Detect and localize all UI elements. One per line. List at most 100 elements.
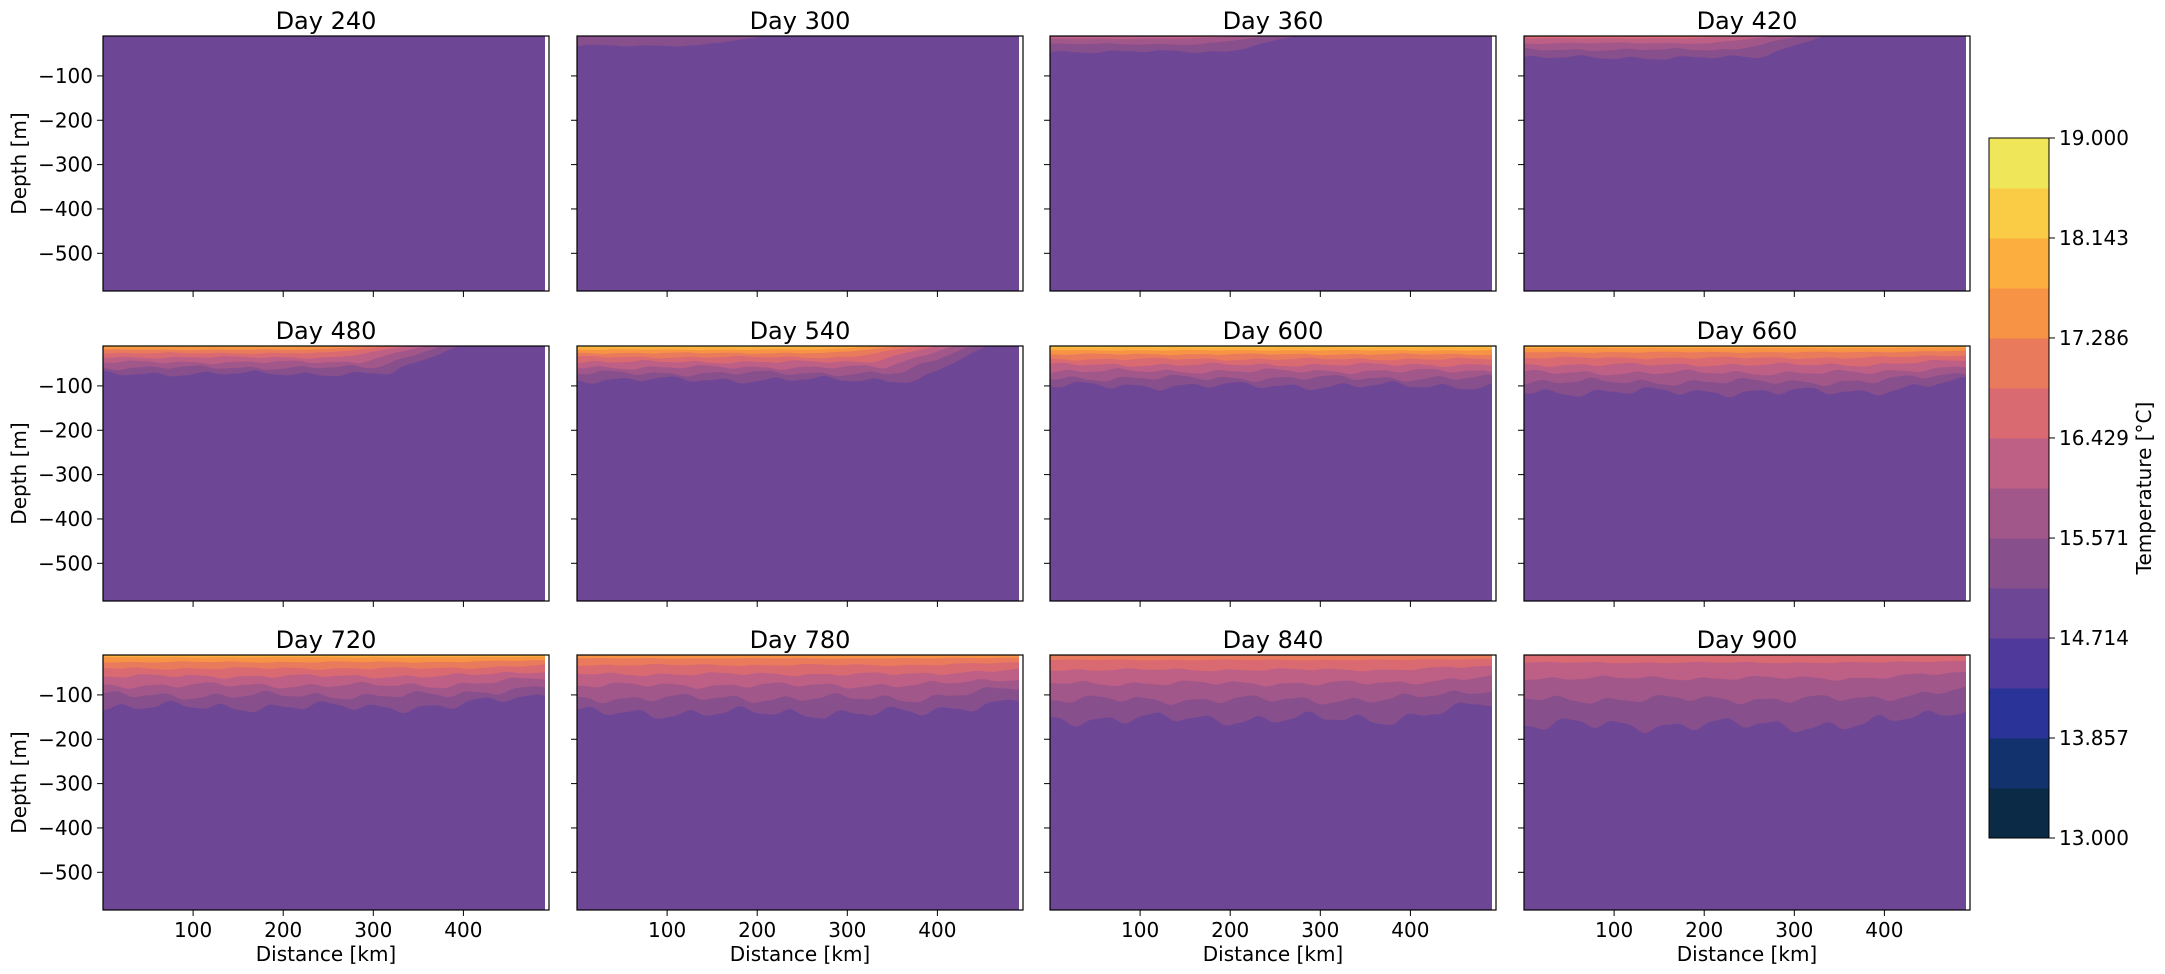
colorbar-segment xyxy=(1989,788,2049,839)
boundary-mask xyxy=(1019,36,1023,291)
colorbar-segment xyxy=(1989,538,2049,589)
boundary-mask xyxy=(1492,36,1496,291)
panel-title: Day 780 xyxy=(750,626,851,654)
y-axis-label: Depth [m] xyxy=(7,422,31,524)
contour-band xyxy=(1050,36,1496,39)
panel-title: Day 720 xyxy=(276,626,377,654)
contour-field xyxy=(1050,346,1496,601)
colorbar-tick-label: 15.571 xyxy=(2059,526,2129,550)
panel-840: Day 840 100 200 300 400 Distance [km] xyxy=(1044,626,1497,966)
y-tick-label: −300 xyxy=(38,463,93,487)
axes-frame xyxy=(1523,654,1971,911)
y-tick-label: −200 xyxy=(38,727,93,751)
colorbar-frame xyxy=(1988,137,2050,839)
colorbar-segment xyxy=(1989,338,2049,389)
axes-frame xyxy=(576,35,1024,292)
panel-title: Day 600 xyxy=(1223,317,1324,345)
panel-title: Day 360 xyxy=(1223,7,1324,35)
colorbar-segment xyxy=(1989,238,2049,289)
boundary-mask xyxy=(1966,36,1970,291)
axes-frame xyxy=(576,345,1024,602)
y-tick-label: −100 xyxy=(38,374,93,398)
colorbar-tick-label: 18.143 xyxy=(2059,226,2129,250)
colorbar: 13.000 13.857 14.714 15.571 16.429 17.286 18.1… xyxy=(1988,126,2156,850)
panel-title: Day 900 xyxy=(1697,626,1798,654)
x-tick-label: 200 xyxy=(264,918,302,942)
axes-frame xyxy=(1523,345,1971,602)
contour-field xyxy=(1050,36,1496,291)
y-tick-label: −100 xyxy=(38,64,93,88)
y-tick-label: −100 xyxy=(38,683,93,707)
axes-frame xyxy=(1049,654,1497,911)
axes-frame xyxy=(576,654,1024,911)
y-axis-label: Depth [m] xyxy=(7,112,31,214)
contour-background xyxy=(103,36,549,291)
x-tick-label: 400 xyxy=(1865,918,1903,942)
y-tick-label: −200 xyxy=(38,108,93,132)
y-tick-label: −500 xyxy=(38,551,93,575)
y-tick-label: −400 xyxy=(38,197,93,221)
contour-field xyxy=(577,655,1023,910)
x-tick-label: 300 xyxy=(1301,918,1339,942)
boundary-mask xyxy=(545,655,549,910)
panel-600: Day 600 xyxy=(1044,317,1497,607)
colorbar-segment xyxy=(1989,288,2049,339)
x-tick-label: 400 xyxy=(444,918,482,942)
y-tick-label: −400 xyxy=(38,816,93,840)
contour-band xyxy=(103,655,549,658)
boundary-mask xyxy=(545,346,549,601)
boundary-mask xyxy=(1492,346,1496,601)
x-tick-label: 100 xyxy=(1121,918,1159,942)
panel-title: Day 540 xyxy=(750,317,851,345)
y-axis-label: Depth [m] xyxy=(7,731,31,833)
colorbar-tick-label: 13.000 xyxy=(2059,826,2129,850)
panel-title: Day 840 xyxy=(1223,626,1324,654)
x-tick-label: 300 xyxy=(1775,918,1813,942)
panel-360: Day 360 xyxy=(1044,7,1497,297)
panel-240: Day 240 −100 −200 −300 −400 −500 Depth [m] xyxy=(7,7,550,297)
x-tick-label: 100 xyxy=(648,918,686,942)
contour-band xyxy=(1524,36,1970,39)
panel-900: Day 900 100 200 300 400 Distance [km] xyxy=(1518,626,1971,966)
x-tick-label: 400 xyxy=(1391,918,1429,942)
contour-band xyxy=(577,655,1023,659)
colorbar-segment xyxy=(1989,388,2049,439)
axes-frame xyxy=(1049,35,1497,292)
colorbar-tick-label: 14.714 xyxy=(2059,626,2129,650)
y-tick-label: −200 xyxy=(38,418,93,442)
boundary-mask xyxy=(1966,655,1970,910)
boundary-mask xyxy=(545,36,549,291)
axes-frame xyxy=(102,654,550,911)
colorbar-tick-label: 13.857 xyxy=(2059,726,2129,750)
x-tick-label: 300 xyxy=(828,918,866,942)
contour-field xyxy=(1524,655,1970,910)
panel-660: Day 660 xyxy=(1518,317,1971,607)
colorbar-segment xyxy=(1989,738,2049,789)
axes-frame xyxy=(102,35,550,292)
colorbar-label: Temperature [°C] xyxy=(2132,402,2156,576)
boundary-mask xyxy=(1492,655,1496,910)
x-axis-label: Distance [km] xyxy=(1677,942,1817,966)
x-tick-label: 400 xyxy=(918,918,956,942)
panel-title: Day 660 xyxy=(1697,317,1798,345)
contour-band xyxy=(577,36,1023,47)
x-tick-label: 200 xyxy=(1211,918,1249,942)
panel-720: Day 720 −100 −200 −300 −400 −500 100 200 300 400 D… xyxy=(7,626,550,966)
contour-background xyxy=(577,36,1023,291)
contour-background xyxy=(103,346,549,601)
colorbar-segment xyxy=(1989,438,2049,489)
colorbar-segment xyxy=(1989,188,2049,239)
contour-background xyxy=(1050,346,1496,601)
contour-field xyxy=(1524,346,1970,601)
x-tick-label: 100 xyxy=(174,918,212,942)
x-axis-label: Distance [km] xyxy=(256,942,396,966)
y-tick-label: −500 xyxy=(38,241,93,265)
boundary-mask xyxy=(1966,346,1970,601)
boundary-mask xyxy=(1019,346,1023,601)
colorbar-tick-label: 16.429 xyxy=(2059,426,2129,450)
contour-band xyxy=(1524,655,1970,664)
contour-band xyxy=(1050,655,1496,661)
y-tick-label: −300 xyxy=(38,772,93,796)
axes-frame xyxy=(1523,35,1971,292)
